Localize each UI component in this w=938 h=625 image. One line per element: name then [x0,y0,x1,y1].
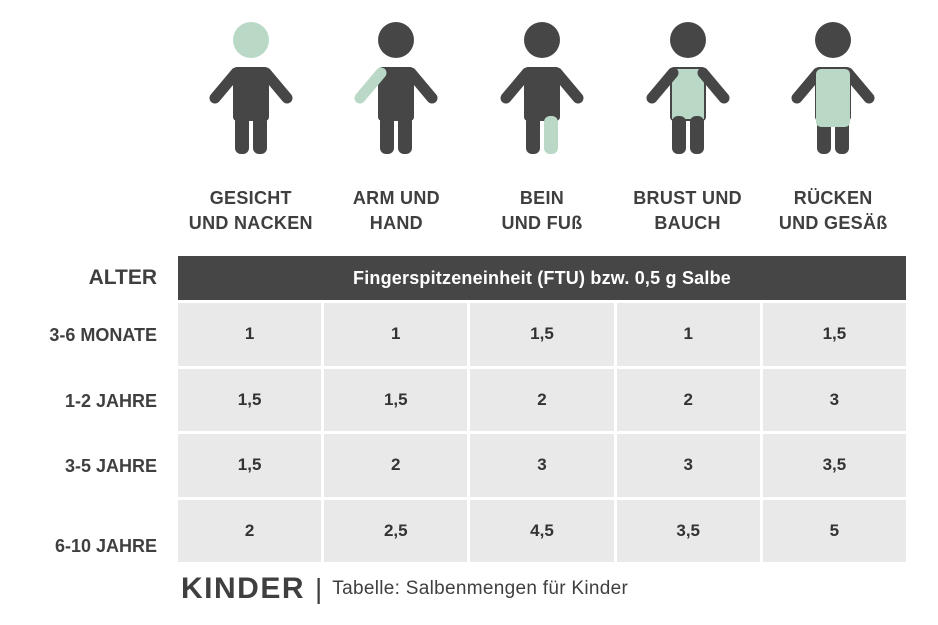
table-cell: 1,5 [470,303,614,366]
table-cell: 2 [616,368,760,431]
table-cell: 2 [324,434,468,497]
figure-label: BRUST UND BAUCH [633,188,742,233]
table-cell: 2 [178,499,322,562]
figure-chest-belly: BRUST UND BAUCH [615,18,761,238]
figure-label: BEIN UND FUß [501,188,583,233]
table-cell: 4,5 [470,499,614,562]
table-cell: 5 [762,499,906,562]
figure-face-neck: GESICHT UND NACKEN [178,18,324,238]
table-cell: 1 [616,303,760,366]
footer-separator: | [315,573,323,604]
table-cell: 1,5 [178,434,322,497]
age-label: 6-10 JAHRE [54,536,157,556]
table-cell: 1,5 [324,368,468,431]
child-face-highlight-icon [209,22,293,154]
table-cell: 3,5 [616,499,760,562]
table-cell: 1 [178,303,322,366]
table-cell: 1,5 [178,368,322,431]
table-cell: 3 [762,368,906,431]
dosage-table: 1 1 1,5 1 1,5 1,5 1,5 2 2 3 1,5 2 3 3 3,… [178,300,906,562]
age-label: 3-5 JAHRE [64,456,157,476]
table-cell: 2,5 [324,499,468,562]
child-arm-highlight-icon [354,22,438,154]
footer: KINDER | Tabelle: Salbenmengen für Kinde… [181,572,628,606]
figure-label: GESICHT UND NACKEN [188,188,313,233]
table-caption: Tabelle: Salbenmengen für Kinder [332,578,629,599]
figure-back-buttocks: RÜCKEN UND GESÄß [760,18,906,238]
figure-label: ARM UND HAND [352,188,440,233]
table-cell: 1 [324,303,468,366]
body-part-figures: GESICHT UND NACKEN ARM UND HAND BEIN UND… [178,18,906,238]
child-chest-highlight-icon [646,22,730,154]
ftu-header-label: Fingerspitzeneinheit (FTU) bzw. 0,5 g Sa… [353,267,731,288]
figure-label: RÜCKEN UND GESÄß [778,188,888,233]
table-cell: 2 [470,368,614,431]
figure-leg-foot: BEIN UND FUß [469,18,615,238]
figure-arm-hand: ARM UND HAND [324,18,470,238]
child-leg-highlight-icon [500,22,584,154]
table-cell: 3 [470,434,614,497]
table-cell: 1,5 [762,303,906,366]
table-header: Fingerspitzeneinheit (FTU) bzw. 0,5 g Sa… [178,256,906,300]
table-cell: 3,5 [762,434,906,497]
age-column-header: ALTER [88,266,157,289]
age-label: 1-2 JAHRE [64,391,157,411]
table-cell: 3 [616,434,760,497]
brand-label: KINDER [181,572,306,605]
age-label: 3-6 MONATE [49,325,157,345]
child-back-highlight-icon [791,22,875,154]
